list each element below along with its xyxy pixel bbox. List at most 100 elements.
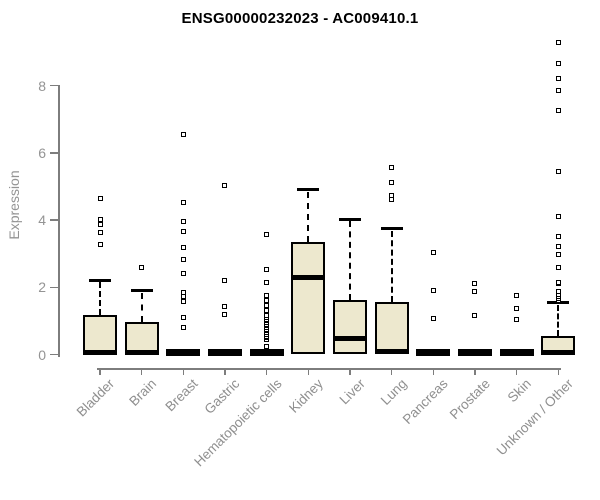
y-tick-label: 0 xyxy=(38,346,46,363)
outlier-point xyxy=(264,280,270,286)
outlier-point xyxy=(555,213,561,219)
outlier-point xyxy=(514,292,520,298)
whisker-line xyxy=(140,292,143,323)
outlier-point xyxy=(180,271,186,277)
x-axis-tick xyxy=(265,368,268,375)
x-tick-label: Skin xyxy=(505,376,535,406)
x-tick-label: Bladder xyxy=(74,376,118,420)
x-tick-label: Unknown / Other xyxy=(493,376,576,459)
median-bar xyxy=(291,275,326,281)
collapsed-box-bar xyxy=(416,348,451,356)
outlier-point xyxy=(264,232,270,238)
x-axis-tick xyxy=(140,368,143,375)
y-axis-tick xyxy=(50,152,58,154)
whisker-cap xyxy=(297,188,320,192)
outlier-point xyxy=(472,313,478,319)
outlier-point xyxy=(264,303,270,309)
y-axis-tick xyxy=(50,286,58,289)
outlier-point xyxy=(472,288,478,294)
outlier-point xyxy=(514,317,520,323)
whisker-cap xyxy=(380,227,403,230)
x-tick-label: Lung xyxy=(377,376,410,408)
outlier-point xyxy=(389,193,395,199)
x-axis-tick xyxy=(307,368,310,375)
y-axis-tick xyxy=(50,353,58,356)
chart-title: ENSG00000232023 - AC009410.1 xyxy=(181,10,419,27)
whisker-line xyxy=(99,282,101,315)
y-tick-label: 2 xyxy=(38,279,46,296)
outlier-point xyxy=(555,264,561,270)
x-axis-tick xyxy=(474,368,476,375)
outlier-point xyxy=(430,250,436,256)
outlier-point xyxy=(264,298,270,304)
x-axis-tick xyxy=(432,368,435,375)
whisker-line xyxy=(348,221,351,301)
y-tick-label: 4 xyxy=(38,212,46,229)
median-bar xyxy=(83,349,117,355)
outlier-point xyxy=(555,279,561,285)
outlier-point xyxy=(555,288,561,294)
outlier-point xyxy=(264,313,270,319)
x-axis-tick xyxy=(99,368,101,375)
y-axis-line xyxy=(58,85,60,357)
outlier-point xyxy=(389,197,395,203)
x-axis-tick xyxy=(349,368,351,375)
outlier-point xyxy=(97,242,103,248)
whisker-cap xyxy=(338,217,361,221)
x-tick-label: Brain xyxy=(126,376,160,409)
collapsed-box-bar xyxy=(457,348,492,356)
median-bar xyxy=(332,336,367,342)
outlier-point xyxy=(514,305,520,311)
outlier-point xyxy=(555,168,561,174)
outlier-point xyxy=(97,216,103,222)
outlier-point xyxy=(472,281,478,287)
outlier-point xyxy=(389,180,395,186)
y-axis-tick xyxy=(50,84,58,87)
median-bar xyxy=(124,349,159,355)
outlier-point xyxy=(180,315,186,321)
x-tick-label: Liver xyxy=(336,376,368,408)
x-tick-label: Gastric xyxy=(201,376,243,417)
outlier-point xyxy=(97,230,103,236)
x-axis-line xyxy=(97,368,561,370)
outlier-point xyxy=(97,196,103,202)
outlier-point xyxy=(555,39,561,45)
box xyxy=(83,314,117,355)
x-axis-tick xyxy=(557,368,560,375)
outlier-point xyxy=(264,308,270,314)
x-axis-tick xyxy=(390,368,393,375)
y-axis-label: Expression xyxy=(6,170,22,240)
outlier-point xyxy=(97,221,103,227)
box xyxy=(332,300,367,355)
outlier-point xyxy=(389,165,395,171)
outlier-point xyxy=(180,245,186,251)
outlier-point xyxy=(555,243,561,249)
outlier-point xyxy=(222,182,228,188)
collapsed-box-bar xyxy=(249,348,284,356)
outlier-point xyxy=(222,303,228,309)
outlier-point xyxy=(264,343,270,349)
outlier-point xyxy=(180,200,186,206)
outlier-point xyxy=(222,278,228,284)
outlier-point xyxy=(180,228,186,234)
x-axis-tick xyxy=(182,368,185,375)
outlier-point xyxy=(555,108,561,114)
outlier-point xyxy=(430,316,436,322)
outlier-point xyxy=(180,325,186,331)
outlier-point xyxy=(222,312,228,318)
outlier-point xyxy=(180,289,186,295)
outlier-point xyxy=(555,76,561,82)
box xyxy=(374,302,409,355)
outlier-point xyxy=(180,298,186,304)
whisker-line xyxy=(307,191,310,242)
x-axis-tick xyxy=(224,368,226,375)
y-tick-label: 6 xyxy=(38,144,46,161)
collapsed-box-bar xyxy=(166,348,201,356)
outlier-point xyxy=(180,256,186,262)
y-axis-tick xyxy=(50,219,58,221)
x-axis-tick xyxy=(515,368,518,375)
outlier-point xyxy=(264,293,270,299)
whisker-line xyxy=(390,230,393,303)
collapsed-box-bar xyxy=(499,348,534,356)
